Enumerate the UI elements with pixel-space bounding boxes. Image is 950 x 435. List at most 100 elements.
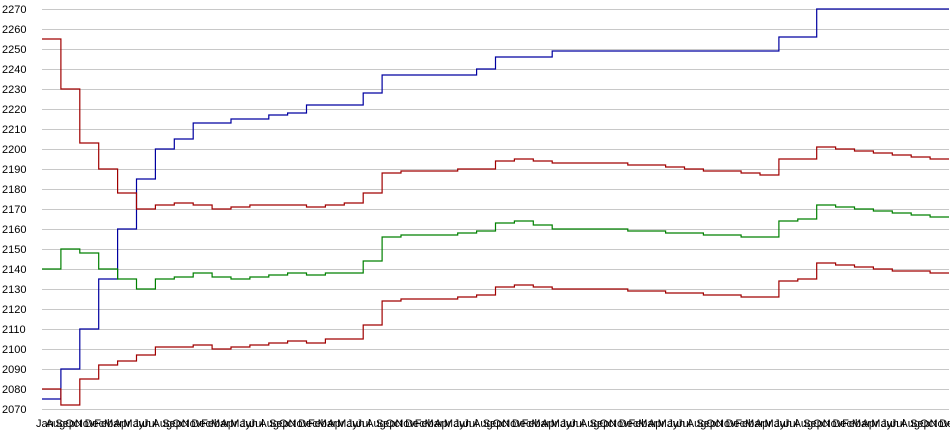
y-axis-ticks: 2070 2080 2090 2100 2110 2120 2130 2140 2150 2160…	[2, 4, 26, 416]
x-tick-label: Sep	[590, 418, 610, 430]
x-tick-label: Dec	[405, 418, 425, 430]
x-tick-label: Jun	[240, 418, 258, 430]
y-tick-label: 2160	[2, 224, 26, 236]
x-tick-label: Feb	[94, 418, 113, 430]
x-tick-label: Aug	[259, 418, 279, 430]
x-tick-label: Dec	[512, 418, 532, 430]
y-tick-label: 2200	[2, 144, 26, 156]
x-tick-label: Jan	[36, 418, 54, 430]
x-tick-label: Sep	[910, 418, 930, 430]
x-tick-label: Dec	[298, 418, 318, 430]
series-line-4	[42, 262, 949, 406]
x-tick-label: Apr	[327, 418, 344, 430]
x-tick-label: Sep	[55, 418, 75, 430]
x-tick-label: Sep	[162, 418, 182, 430]
y-tick-label: 2130	[2, 284, 26, 296]
y-tick-label: 2180	[2, 184, 26, 196]
x-tick-label: Aug	[46, 418, 66, 430]
x-tick-label: Mar	[425, 418, 444, 430]
x-tick-label: Nov	[395, 418, 415, 430]
x-tick-label: Jul	[463, 418, 477, 430]
x-tick-label: May	[871, 418, 892, 430]
x-axis-ticks: JanAugSepOctNovDecFebMarAprMayJunJulAugS…	[36, 418, 950, 430]
x-tick-label: Jun	[667, 418, 685, 430]
data-series	[42, 8, 949, 406]
x-tick-label: Jul	[250, 418, 264, 430]
x-tick-label: Jun	[560, 418, 578, 430]
x-tick-label: May	[764, 418, 785, 430]
x-tick-label: Oct	[65, 418, 82, 430]
x-tick-label: Aug	[366, 418, 386, 430]
x-tick-label: Oct	[920, 418, 937, 430]
y-tick-label: 2120	[2, 304, 26, 316]
x-tick-label: Mar	[104, 418, 123, 430]
y-tick-label: 2100	[2, 344, 26, 356]
x-tick-label: Apr	[221, 418, 238, 430]
y-tick-label: 2090	[2, 364, 26, 376]
y-tick-label: 2240	[2, 64, 26, 76]
x-tick-label: Dec	[726, 418, 746, 430]
x-tick-label: Aug	[687, 418, 707, 430]
x-tick-label: May	[551, 418, 572, 430]
y-tick-label: 2220	[2, 104, 26, 116]
x-tick-label: Nov	[289, 418, 309, 430]
x-tick-label: May	[658, 418, 679, 430]
x-tick-label: May	[123, 418, 144, 430]
series-line-2	[42, 38, 949, 210]
x-tick-label: Sep	[376, 418, 396, 430]
x-tick-label: Oct	[279, 418, 296, 430]
x-tick-label: May	[337, 418, 358, 430]
x-tick-label: Feb	[735, 418, 754, 430]
y-tick-label: 2190	[2, 164, 26, 176]
x-tick-label: Sep	[269, 418, 289, 430]
x-tick-label: Jun	[347, 418, 365, 430]
y-tick-label: 2140	[2, 264, 26, 276]
x-tick-label: Sep	[483, 418, 503, 430]
x-tick-label: Aug	[794, 418, 814, 430]
x-tick-label: Mar	[531, 418, 550, 430]
x-tick-label: Apr	[114, 418, 131, 430]
y-tick-label: 2250	[2, 44, 26, 56]
x-tick-label: Nov	[75, 418, 95, 430]
x-tick-label: Jul	[143, 418, 157, 430]
y-tick-label: 2260	[2, 24, 26, 36]
x-tick-label: Feb	[628, 418, 647, 430]
x-tick-label: Apr	[648, 418, 665, 430]
y-tick-label: 2070	[2, 404, 26, 416]
x-tick-label: Oct	[813, 418, 830, 430]
x-tick-label: Apr	[434, 418, 451, 430]
x-tick-label: Dec	[619, 418, 639, 430]
y-tick-label: 2210	[2, 124, 26, 136]
y-tick-label: 2170	[2, 204, 26, 216]
x-tick-label: Jun	[454, 418, 472, 430]
x-tick-label: Dec	[191, 418, 211, 430]
x-tick-label: Mar	[211, 418, 230, 430]
x-tick-label: Mar	[852, 418, 871, 430]
x-tick-label: Dec	[939, 418, 950, 430]
x-tick-label: Nov	[182, 418, 202, 430]
x-tick-label: Feb	[308, 418, 327, 430]
x-tick-label: Sep	[696, 418, 716, 430]
x-tick-label: Aug	[580, 418, 600, 430]
x-tick-label: Dec	[832, 418, 852, 430]
x-tick-label: Nov	[823, 418, 843, 430]
x-tick-label: Feb	[201, 418, 220, 430]
y-tick-label: 2080	[2, 384, 26, 396]
x-tick-label: Nov	[502, 418, 522, 430]
x-tick-label: Jul	[784, 418, 798, 430]
x-tick-label: Jul	[357, 418, 371, 430]
x-tick-label: Oct	[172, 418, 189, 430]
x-tick-label: Jul	[570, 418, 584, 430]
x-tick-label: Aug	[153, 418, 173, 430]
x-tick-label: Apr	[541, 418, 558, 430]
x-tick-label: May	[444, 418, 465, 430]
x-tick-label: Jun	[881, 418, 899, 430]
x-tick-label: Jul	[891, 418, 905, 430]
x-tick-label: Oct	[386, 418, 403, 430]
y-tick-label: 2110	[2, 324, 26, 336]
x-tick-label: Jun	[774, 418, 792, 430]
x-tick-label: Nov	[716, 418, 736, 430]
x-tick-label: Feb	[415, 418, 434, 430]
